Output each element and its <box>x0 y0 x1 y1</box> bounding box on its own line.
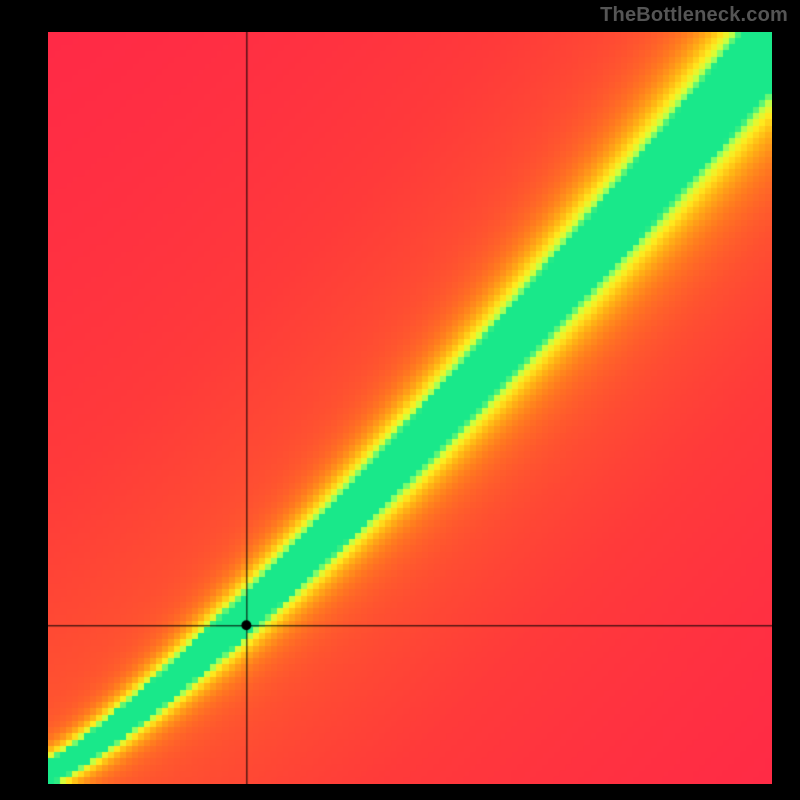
bottleneck-heatmap <box>48 32 772 784</box>
chart-container: TheBottleneck.com <box>0 0 800 800</box>
attribution-label: TheBottleneck.com <box>600 4 788 27</box>
